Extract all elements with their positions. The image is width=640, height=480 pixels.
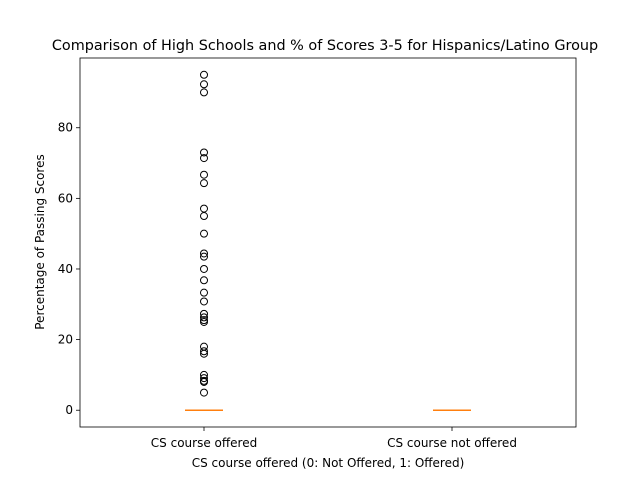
x-axis-ticks: CS course offered CS course not offered xyxy=(151,427,517,450)
outlier-point xyxy=(200,276,208,285)
outlier-point xyxy=(200,297,208,306)
outlier-point xyxy=(200,313,208,322)
outlier-point xyxy=(200,264,208,273)
chart-title: Comparison of High Schools and % of Scor… xyxy=(52,38,598,54)
outlier-point xyxy=(200,70,208,79)
y-axis-ticks: 0 20 40 60 80 xyxy=(58,121,80,417)
outlier-point xyxy=(200,349,208,358)
y-tick-label: 40 xyxy=(58,262,73,276)
outlier-point xyxy=(200,80,208,89)
outlier-point xyxy=(200,377,208,386)
y-tick-label: 20 xyxy=(58,333,73,347)
outlier-point xyxy=(200,88,208,97)
plot-frame xyxy=(79,57,577,428)
box-1 xyxy=(185,70,223,411)
outlier-point xyxy=(200,347,208,356)
outlier-point xyxy=(200,170,208,179)
outlier-point xyxy=(200,309,208,318)
outlier-point xyxy=(200,179,208,188)
x-axis-label: CS course offered (0: Not Offered, 1: Of… xyxy=(192,456,465,470)
outlier-point xyxy=(200,252,208,261)
x-tick-label: CS course offered xyxy=(151,436,257,450)
y-tick-label: 60 xyxy=(58,191,73,205)
y-tick-label: 0 xyxy=(65,403,73,417)
outlier-point xyxy=(200,154,208,163)
outlier-point xyxy=(200,388,208,397)
y-tick-label: 80 xyxy=(58,121,73,135)
outlier-point xyxy=(200,288,208,297)
outlier-point xyxy=(200,148,208,157)
y-axis-label: Percentage of Passing Scores xyxy=(33,154,47,330)
outlier-point xyxy=(200,249,208,258)
outlier-point xyxy=(200,317,208,326)
x-tick-label: CS course not offered xyxy=(387,436,517,450)
outlier-point xyxy=(200,374,208,383)
outlier-point xyxy=(200,204,208,213)
outlier-point xyxy=(200,229,208,238)
box-series xyxy=(185,70,471,411)
outlier-point xyxy=(200,212,208,221)
